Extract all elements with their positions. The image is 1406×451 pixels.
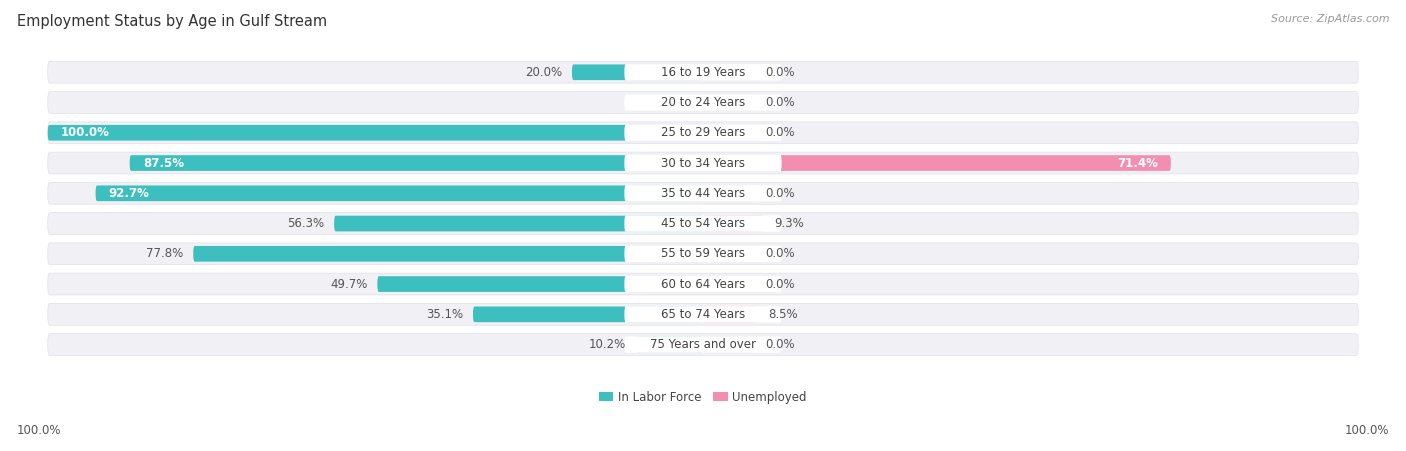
FancyBboxPatch shape (703, 246, 755, 262)
FancyBboxPatch shape (193, 246, 703, 262)
FancyBboxPatch shape (703, 216, 763, 231)
FancyBboxPatch shape (703, 337, 755, 352)
Text: 20 to 24 Years: 20 to 24 Years (661, 96, 745, 109)
FancyBboxPatch shape (703, 64, 755, 80)
Text: 100.0%: 100.0% (1344, 424, 1389, 437)
Text: 8.5%: 8.5% (769, 308, 799, 321)
FancyBboxPatch shape (472, 307, 703, 322)
FancyBboxPatch shape (624, 216, 782, 232)
FancyBboxPatch shape (129, 155, 703, 171)
Text: 0.0%: 0.0% (765, 126, 794, 139)
Text: 55 to 59 Years: 55 to 59 Years (661, 247, 745, 260)
FancyBboxPatch shape (335, 216, 703, 231)
FancyBboxPatch shape (624, 306, 782, 322)
Text: 9.3%: 9.3% (773, 217, 803, 230)
Text: 45 to 54 Years: 45 to 54 Years (661, 217, 745, 230)
Text: 16 to 19 Years: 16 to 19 Years (661, 66, 745, 79)
Text: 25 to 29 Years: 25 to 29 Years (661, 126, 745, 139)
FancyBboxPatch shape (703, 216, 755, 231)
FancyBboxPatch shape (624, 246, 782, 262)
FancyBboxPatch shape (636, 337, 703, 352)
Text: 0.0%: 0.0% (765, 187, 794, 200)
Text: 77.8%: 77.8% (146, 247, 183, 260)
FancyBboxPatch shape (377, 276, 703, 292)
FancyBboxPatch shape (572, 64, 703, 80)
FancyBboxPatch shape (703, 95, 755, 110)
Text: Source: ZipAtlas.com: Source: ZipAtlas.com (1271, 14, 1389, 23)
Text: 0.0%: 0.0% (765, 338, 794, 351)
Text: 0.0%: 0.0% (765, 277, 794, 290)
FancyBboxPatch shape (703, 307, 755, 322)
Text: 20.0%: 20.0% (524, 66, 562, 79)
FancyBboxPatch shape (703, 307, 759, 322)
Text: 60 to 64 Years: 60 to 64 Years (661, 277, 745, 290)
FancyBboxPatch shape (48, 243, 1358, 265)
Text: 10.2%: 10.2% (589, 338, 626, 351)
FancyBboxPatch shape (48, 213, 1358, 235)
Text: 100.0%: 100.0% (17, 424, 62, 437)
FancyBboxPatch shape (624, 185, 782, 202)
FancyBboxPatch shape (703, 276, 755, 292)
Text: 56.3%: 56.3% (287, 217, 325, 230)
FancyBboxPatch shape (48, 125, 703, 141)
Text: 35 to 44 Years: 35 to 44 Years (661, 187, 745, 200)
Text: 0.0%: 0.0% (765, 96, 794, 109)
Text: 49.7%: 49.7% (330, 277, 367, 290)
Text: 87.5%: 87.5% (143, 156, 184, 170)
FancyBboxPatch shape (48, 273, 1358, 295)
FancyBboxPatch shape (703, 185, 755, 201)
FancyBboxPatch shape (48, 152, 1358, 174)
FancyBboxPatch shape (48, 122, 1358, 144)
FancyBboxPatch shape (703, 125, 755, 141)
FancyBboxPatch shape (624, 94, 782, 110)
Text: 100.0%: 100.0% (60, 126, 110, 139)
FancyBboxPatch shape (624, 64, 782, 80)
Text: 0.0%: 0.0% (765, 247, 794, 260)
Text: 71.4%: 71.4% (1116, 156, 1157, 170)
Text: Employment Status by Age in Gulf Stream: Employment Status by Age in Gulf Stream (17, 14, 328, 28)
FancyBboxPatch shape (624, 155, 782, 171)
FancyBboxPatch shape (703, 155, 1171, 171)
FancyBboxPatch shape (96, 185, 703, 201)
Text: 35.1%: 35.1% (426, 308, 463, 321)
FancyBboxPatch shape (48, 304, 1358, 325)
Text: 65 to 74 Years: 65 to 74 Years (661, 308, 745, 321)
FancyBboxPatch shape (48, 334, 1358, 355)
FancyBboxPatch shape (624, 276, 782, 292)
FancyBboxPatch shape (703, 155, 755, 171)
FancyBboxPatch shape (624, 124, 782, 141)
FancyBboxPatch shape (624, 336, 782, 353)
Text: 30 to 34 Years: 30 to 34 Years (661, 156, 745, 170)
FancyBboxPatch shape (48, 92, 1358, 113)
FancyBboxPatch shape (48, 61, 1358, 83)
Legend: In Labor Force, Unemployed: In Labor Force, Unemployed (599, 391, 807, 404)
Text: 0.0%: 0.0% (765, 66, 794, 79)
Text: 92.7%: 92.7% (108, 187, 149, 200)
FancyBboxPatch shape (48, 182, 1358, 204)
Text: 75 Years and over: 75 Years and over (650, 338, 756, 351)
